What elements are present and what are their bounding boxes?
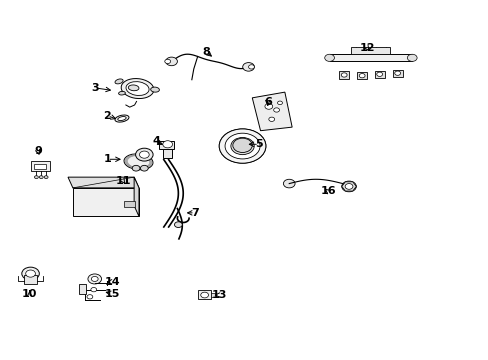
Bar [79, 284, 86, 294]
Circle shape [235, 141, 249, 151]
Circle shape [230, 138, 254, 155]
Ellipse shape [124, 154, 153, 170]
Circle shape [394, 71, 400, 75]
Text: 10: 10 [22, 289, 37, 298]
Text: 6: 6 [264, 97, 271, 107]
Circle shape [324, 54, 334, 62]
Circle shape [224, 133, 260, 159]
Circle shape [219, 129, 265, 163]
Circle shape [139, 151, 149, 158]
Circle shape [268, 117, 274, 121]
Polygon shape [68, 177, 139, 188]
Circle shape [341, 73, 346, 77]
Polygon shape [341, 182, 356, 191]
Circle shape [201, 292, 208, 298]
Text: 16: 16 [320, 186, 335, 197]
Text: 13: 13 [211, 290, 226, 300]
Circle shape [345, 184, 352, 189]
Text: 7: 7 [191, 208, 199, 218]
Circle shape [264, 104, 272, 109]
Circle shape [39, 176, 43, 179]
Bar [34, 163, 46, 168]
Text: 5: 5 [255, 139, 263, 149]
Text: 14: 14 [104, 277, 120, 287]
Ellipse shape [121, 78, 154, 99]
Circle shape [283, 179, 294, 188]
Bar [159, 141, 173, 149]
Bar [374, 71, 384, 78]
Circle shape [174, 222, 182, 228]
Circle shape [277, 101, 282, 105]
Circle shape [273, 108, 279, 112]
Circle shape [132, 165, 140, 171]
Circle shape [232, 138, 252, 153]
Circle shape [165, 57, 177, 66]
Bar [163, 149, 171, 158]
Bar [339, 71, 348, 78]
Ellipse shape [150, 87, 159, 92]
Circle shape [376, 72, 382, 76]
Circle shape [341, 181, 356, 192]
Bar [24, 275, 37, 284]
Text: 9: 9 [34, 146, 41, 156]
Text: 11: 11 [115, 176, 130, 186]
Circle shape [44, 176, 48, 179]
Bar [30, 161, 50, 171]
Text: 8: 8 [203, 47, 210, 57]
Bar [198, 291, 211, 299]
Circle shape [242, 63, 254, 71]
Circle shape [135, 148, 153, 161]
Bar [124, 202, 135, 207]
Ellipse shape [115, 79, 123, 84]
Text: 4: 4 [152, 136, 160, 147]
Ellipse shape [115, 115, 129, 122]
Circle shape [88, 274, 102, 284]
Circle shape [26, 270, 35, 277]
Circle shape [164, 59, 170, 64]
Text: 3: 3 [91, 83, 99, 93]
Circle shape [87, 295, 93, 299]
Ellipse shape [128, 85, 139, 91]
Ellipse shape [126, 82, 149, 95]
Polygon shape [252, 92, 291, 131]
Circle shape [34, 176, 38, 179]
Text: 2: 2 [103, 111, 111, 121]
Ellipse shape [119, 91, 125, 95]
Circle shape [163, 141, 172, 148]
Text: 12: 12 [359, 43, 374, 53]
Bar [211, 293, 216, 297]
Bar [329, 54, 411, 62]
Bar [392, 69, 402, 77]
Text: 1: 1 [103, 154, 111, 164]
Circle shape [22, 267, 39, 280]
Bar [351, 47, 389, 54]
Bar [357, 72, 366, 79]
Circle shape [91, 276, 98, 282]
Ellipse shape [118, 117, 126, 121]
Circle shape [407, 54, 416, 62]
Circle shape [359, 73, 365, 78]
Circle shape [91, 288, 97, 292]
Polygon shape [73, 188, 139, 216]
Polygon shape [134, 177, 139, 216]
Circle shape [248, 65, 254, 69]
Text: 15: 15 [104, 289, 120, 298]
Circle shape [140, 165, 148, 171]
Circle shape [219, 129, 265, 163]
